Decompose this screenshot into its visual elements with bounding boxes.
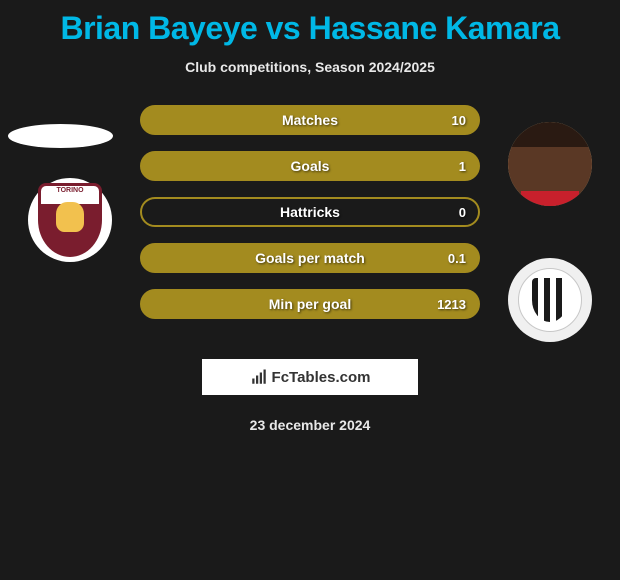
player-face-icon <box>508 122 592 206</box>
stat-bar-value: 10 <box>452 113 466 128</box>
player-left-avatar <box>8 124 113 148</box>
stat-bar: Min per goal 1213 <box>140 289 480 319</box>
udinese-stripes-icon <box>532 278 568 322</box>
stat-bar-label: Goals per match <box>255 250 365 266</box>
stat-bar: Matches 10 <box>140 105 480 135</box>
club-left-badge: TORINO <box>28 178 112 262</box>
stat-bar-label: Matches <box>282 112 338 128</box>
stat-bar: Goals per match 0.1 <box>140 243 480 273</box>
subtitle: Club competitions, Season 2024/2025 <box>0 59 620 75</box>
club-right-badge <box>508 258 592 342</box>
stat-bar-label: Goals <box>291 158 330 174</box>
stat-bar-label: Min per goal <box>269 296 351 312</box>
watermark-text: FcTables.com <box>272 369 371 386</box>
stat-bar: Hattricks 0 <box>140 197 480 227</box>
stat-bar: Goals 1 <box>140 151 480 181</box>
watermark: FcTables.com <box>202 359 418 395</box>
bars-container: Matches 10 Goals 1 Hattricks 0 Goals per match… <box>140 105 480 335</box>
stat-bar-value: 0 <box>459 205 466 220</box>
udinese-badge <box>518 268 582 332</box>
page-title: Brian Bayeye vs Hassane Kamara <box>0 0 620 47</box>
stat-bar-value: 1213 <box>437 297 466 312</box>
player-right-avatar <box>508 122 592 206</box>
torino-badge-text: TORINO <box>56 187 83 194</box>
torino-badge: TORINO <box>38 183 102 257</box>
date-line: 23 december 2024 <box>0 417 620 433</box>
stat-bar-value: 0.1 <box>448 251 466 266</box>
stat-bar-label: Hattricks <box>280 204 340 220</box>
chart-icon <box>250 368 268 386</box>
torino-bull-icon <box>56 202 84 232</box>
stat-bar-value: 1 <box>459 159 466 174</box>
